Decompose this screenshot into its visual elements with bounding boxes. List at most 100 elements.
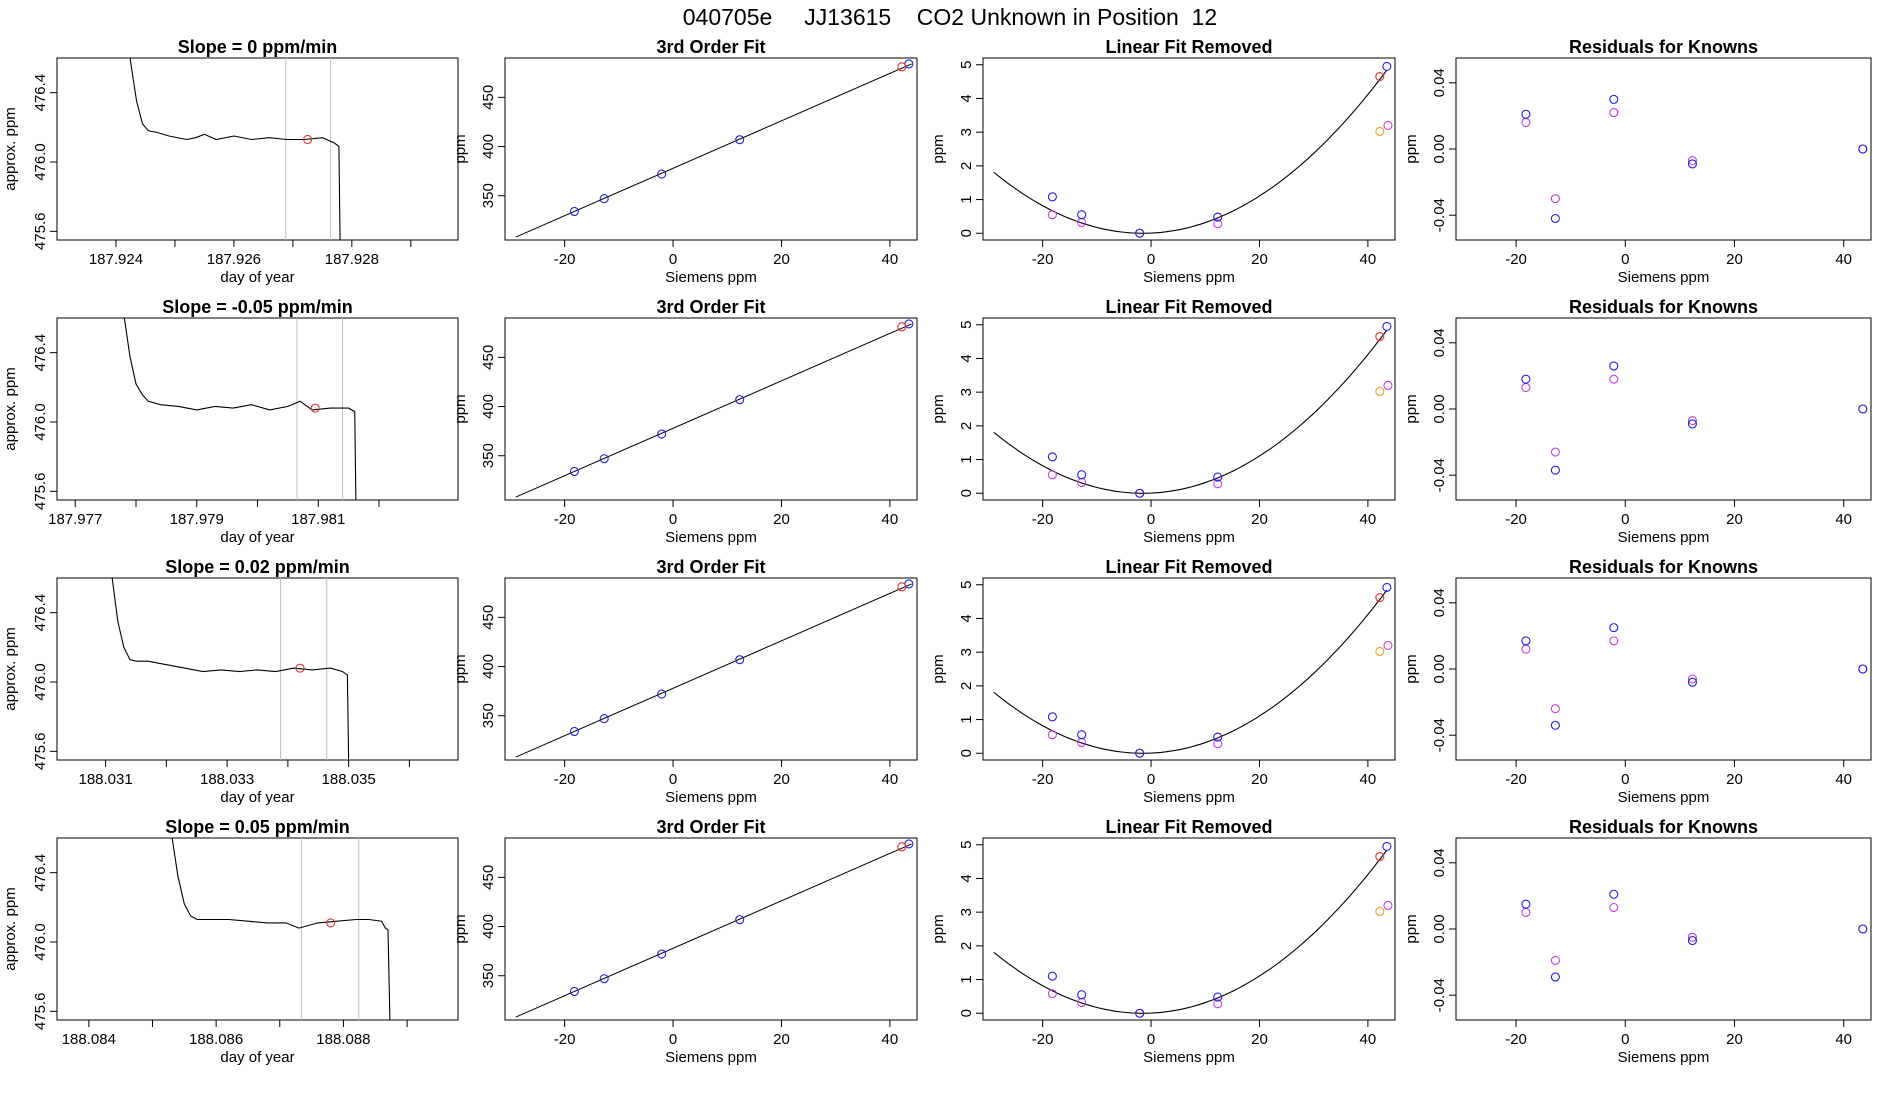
plot-area <box>1521 889 1868 982</box>
data-point-blue <box>657 949 667 959</box>
y-axis-label: approx. ppm <box>2 107 19 190</box>
data-point-red <box>897 62 907 72</box>
data-point-violet <box>1047 989 1057 999</box>
y-tick-label: 476.0 <box>32 923 49 961</box>
data-point-blue <box>1135 488 1145 498</box>
y-tick-label: 5 <box>958 581 975 589</box>
y-tick-label: 5 <box>958 321 975 329</box>
y-tick-label: 0.04 <box>1431 68 1448 97</box>
data-point-orange <box>1375 906 1385 917</box>
x-tick-label: -20 <box>1032 771 1054 788</box>
x-axis-label: Siemens ppm <box>665 789 757 806</box>
x-tick-label: 40 <box>1835 1031 1852 1048</box>
x-axis-label: day of year <box>220 1049 294 1066</box>
data-point-blue <box>1858 404 1868 414</box>
data-point-blue <box>1077 470 1087 480</box>
data-point-blue <box>1521 109 1531 119</box>
data-point-blue <box>569 206 579 217</box>
y-tick-label: 400 <box>480 134 497 159</box>
series-line <box>171 838 391 1020</box>
x-tick-label: 20 <box>1251 1031 1268 1048</box>
x-axis-label: Siemens ppm <box>1143 789 1235 806</box>
series-line <box>123 318 357 500</box>
x-axis-label: Siemens ppm <box>665 1049 757 1066</box>
y-axis-label: approx. ppm <box>2 367 19 450</box>
y-axis-label: ppm <box>1403 134 1420 163</box>
plot-area <box>1521 623 1868 730</box>
data-point-blue <box>1858 924 1868 934</box>
data-point-violet <box>1521 117 1531 128</box>
x-tick-label: 40 <box>882 251 899 268</box>
plot-frame <box>56 837 459 1021</box>
data-point-violet <box>1383 900 1393 910</box>
data-point-blue <box>1213 212 1223 222</box>
plot-frame <box>504 577 918 761</box>
x-tick-label: 188.088 <box>316 1031 370 1048</box>
data-point-red <box>897 842 907 852</box>
plot-area <box>1521 94 1868 224</box>
y-tick-label: 3 <box>958 128 975 136</box>
marker-point <box>310 403 320 413</box>
x-tick-label: 0 <box>669 511 677 528</box>
plot-frame <box>504 317 918 501</box>
data-point-red <box>897 582 907 592</box>
panel-2-2: 3rd Order Fit -20 0 20 40 Siemens ppm 350 400 45… <box>452 297 918 546</box>
data-point-blue <box>657 689 667 699</box>
data-point-blue <box>1609 94 1619 104</box>
panel-3-1: Slope = 0.02 ppm/min 188.031 188.033 188.03… <box>2 557 459 806</box>
x-tick-label: 188.031 <box>78 771 132 788</box>
x-tick-label: 40 <box>1360 511 1377 528</box>
y-tick-label: 2 <box>958 682 975 690</box>
x-tick-label: 40 <box>1360 251 1377 268</box>
y-tick-label: 4 <box>958 614 975 622</box>
y-tick-label: 2 <box>958 422 975 430</box>
x-tick-label: 187.924 <box>89 251 143 268</box>
y-tick-label: 475.6 <box>32 993 49 1031</box>
data-point-blue <box>1382 321 1392 331</box>
plot-frame <box>504 837 918 1021</box>
x-tick-label: -20 <box>1505 251 1527 268</box>
y-axis-label: ppm <box>452 134 469 163</box>
data-point-violet <box>1521 644 1531 654</box>
x-tick-label: -20 <box>554 1031 576 1048</box>
y-tick-label: -0.04 <box>1431 198 1448 232</box>
plot-area <box>993 841 1393 1018</box>
panel-1-1: Slope = 0 ppm/min 187.924 187.926 187.928 da… <box>2 37 459 286</box>
data-point-violet <box>1609 636 1619 646</box>
x-tick-label: -20 <box>1032 1031 1054 1048</box>
plot-frame <box>1455 837 1872 1021</box>
data-point-blue <box>1858 144 1868 154</box>
data-point-violet <box>1687 932 1697 942</box>
plot-frame <box>982 837 1396 1021</box>
x-tick-label: 20 <box>773 771 790 788</box>
y-tick-label: 2 <box>958 162 975 170</box>
x-tick-label: 20 <box>1251 771 1268 788</box>
x-axis-label: Siemens ppm <box>1143 269 1235 286</box>
x-tick-label: 20 <box>773 251 790 268</box>
panel-title: Residuals for Knowns <box>1569 297 1758 317</box>
y-axis-label: approx. ppm <box>2 887 19 970</box>
data-point-violet <box>1383 120 1393 130</box>
series-line <box>129 58 341 240</box>
plot-area <box>515 319 914 498</box>
data-point-violet <box>1687 416 1697 426</box>
data-point-blue <box>1047 971 1057 981</box>
y-tick-label: 450 <box>480 865 497 890</box>
y-tick-label: 3 <box>958 648 975 656</box>
y-tick-label: 1 <box>958 455 975 463</box>
data-point-blue <box>735 135 745 145</box>
data-point-blue <box>599 714 609 724</box>
x-axis-label: Siemens ppm <box>1618 1049 1710 1066</box>
data-point-violet <box>1521 382 1531 393</box>
y-tick-label: 475.6 <box>32 733 49 771</box>
y-tick-label: 1 <box>958 715 975 723</box>
data-point-blue <box>657 169 667 179</box>
y-tick-label: 476.4 <box>32 74 49 112</box>
panel-1-4: Residuals for Knowns -20 0 20 40 Siemens ppm -… <box>1403 37 1872 286</box>
y-axis-label: ppm <box>930 914 947 943</box>
x-tick-label: 20 <box>1726 771 1743 788</box>
data-point-blue <box>1213 472 1223 482</box>
data-point-blue <box>1550 213 1560 224</box>
